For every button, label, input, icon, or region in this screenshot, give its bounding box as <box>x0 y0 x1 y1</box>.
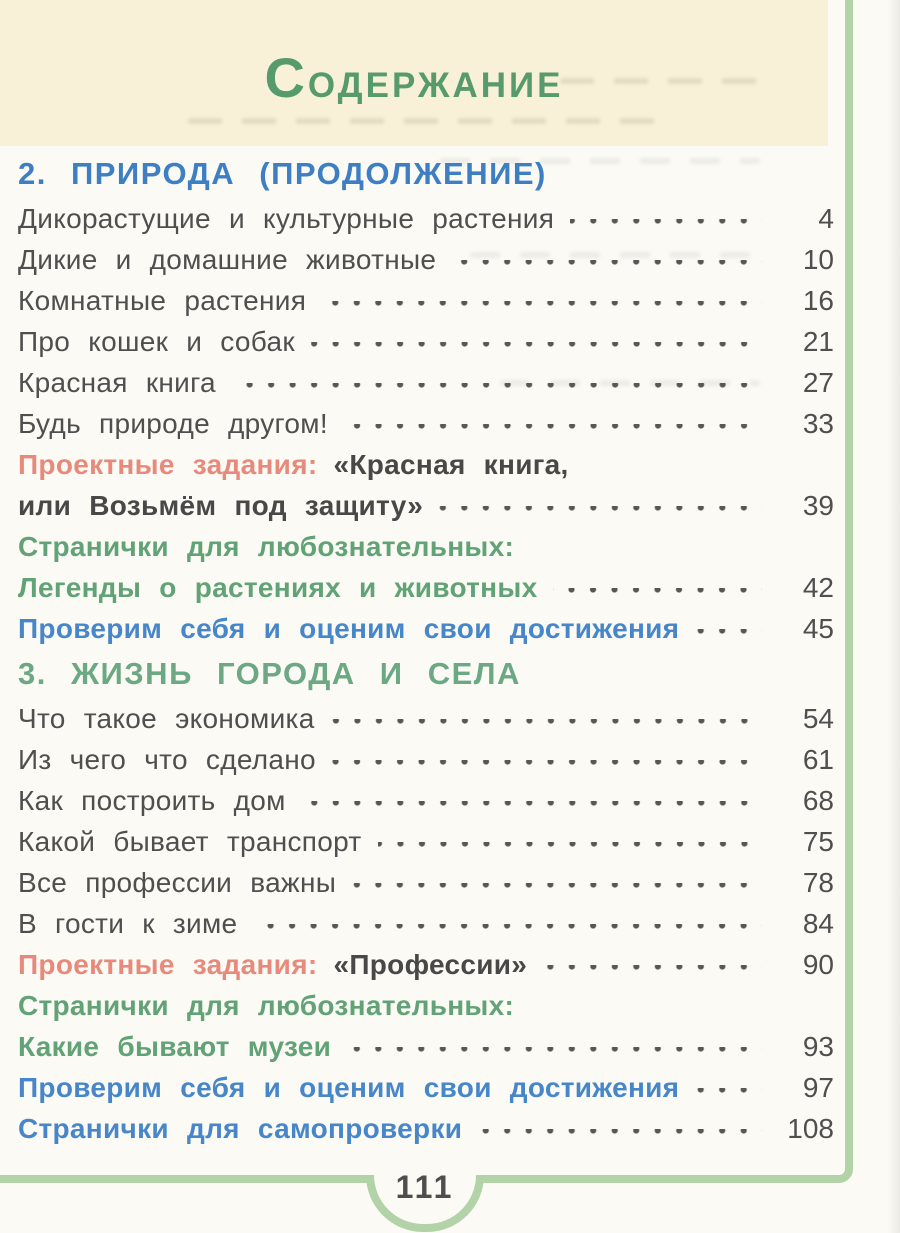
toc-entry: Дикорастущие и культурные растения 4 <box>18 198 834 239</box>
entry-page-number: 78 <box>802 867 834 898</box>
toc-entry: Комнатные растения 16 <box>18 280 834 321</box>
entry-page-number: 54 <box>802 703 834 734</box>
entry-title: В гости к зиме <box>18 908 238 939</box>
toc-entry: Из чего что сделано 61 <box>18 739 834 780</box>
entry-title: или Возьмём под защиту» <box>18 490 424 521</box>
dot-leader <box>330 719 762 728</box>
entry-title: Странички для самопроверки <box>18 1113 463 1144</box>
bleedthrough-artifact <box>188 118 668 124</box>
dot-leader <box>695 629 762 638</box>
entry-page-number: 21 <box>802 326 834 357</box>
toc-entry: Будь природе другом! 33 <box>18 403 834 444</box>
toc-entry: Что такое экономика 54 <box>18 698 834 739</box>
toc-entry: Красная книга 27 <box>18 362 834 403</box>
entry-title: «Красная книга, <box>333 449 569 480</box>
entry-page-number: 75 <box>802 826 834 857</box>
dot-leader <box>347 1047 762 1056</box>
entry-title: Легенды о растениях и животных <box>18 572 538 603</box>
toc-entry-self-check: Проверим себя и оценим свои достижения 4… <box>18 608 834 649</box>
page-title-rest: ОДЕРЖАНИЕ <box>307 66 564 105</box>
section-heading-3: 3. ЖИЗНЬ ГОРОДА И СЕЛА <box>18 655 521 691</box>
entry-title: Что такое экономика <box>18 703 315 734</box>
toc-entry-project: Проектные задания: «Профессии» 90 <box>18 944 834 985</box>
toc-entry-project-line1: Проектные задания: «Красная книга, <box>18 444 834 485</box>
entry-page-number: 27 <box>802 367 834 398</box>
entry-title: «Профессии» <box>333 949 528 980</box>
toc-entry-curious-pages: Какие бывают музеи 93 <box>18 1026 834 1067</box>
section-heading-2: 2. ПРИРОДА (ПРОДОЛЖЕНИЕ) <box>18 155 547 191</box>
entry-title: Какой бывает транспорт <box>18 826 362 857</box>
entry-page-number: 16 <box>802 285 834 316</box>
page-number: 111 <box>395 1169 455 1205</box>
entry-page-number: 108 <box>787 1113 834 1144</box>
dot-leader <box>570 219 762 228</box>
toc-entry: Все профессии важны 78 <box>18 862 834 903</box>
entry-page-number: 90 <box>802 949 834 980</box>
dot-leader <box>377 842 762 851</box>
entry-title: Про кошек и собак <box>18 326 295 357</box>
dot-leader <box>543 965 762 974</box>
toc-entry-curious-pages: Странички для любознательных: <box>18 985 834 1026</box>
entry-page-number: 84 <box>802 908 834 939</box>
entry-title: Комнатные растения <box>18 285 307 316</box>
entry-title: Странички для любознательных: <box>18 990 515 1021</box>
toc-entry-curious-pages: Странички для любознательных: <box>18 526 834 567</box>
dot-leader <box>553 588 762 597</box>
dot-leader <box>439 506 762 515</box>
toc-entry: Про кошек и собак 21 <box>18 321 834 362</box>
entry-title: Какие бывают музеи <box>18 1031 332 1062</box>
bleedthrough-artifact <box>470 252 760 258</box>
entry-title: Проверим себя и оценим свои достижения <box>18 1072 680 1103</box>
entry-page-number: 97 <box>802 1072 834 1103</box>
entry-title: Дикорастущие и культурные растения <box>18 203 555 234</box>
toc-content: 2. ПРИРОДА (ПРОДОЛЖЕНИЕ) Дикорастущие и … <box>18 149 834 1149</box>
entry-page-number: 45 <box>802 613 834 644</box>
dot-leader <box>301 801 762 810</box>
page-border-frame <box>0 0 853 1183</box>
entry-page-number: 33 <box>802 408 834 439</box>
dot-leader <box>343 424 762 433</box>
dot-leader <box>695 1088 762 1097</box>
entry-title: Красная книга <box>18 367 216 398</box>
entry-page-number: 10 <box>802 244 834 275</box>
entry-label-project: Проектные задания: <box>18 449 318 480</box>
entry-title: Все профессии важны <box>18 867 337 898</box>
page-title-initial: С <box>264 46 308 109</box>
toc-entry: В гости к зиме 84 <box>18 903 834 944</box>
entry-title: Дикие и домашние животные <box>18 244 437 275</box>
entry-page-number: 93 <box>802 1031 834 1062</box>
entry-page-number: 61 <box>802 744 834 775</box>
bleedthrough-artifact <box>440 158 760 164</box>
entry-page-number: 68 <box>802 785 834 816</box>
entry-title: Как построить дом <box>18 785 286 816</box>
entry-title: Будь природе другом! <box>18 408 328 439</box>
scan-edge-shadow <box>888 0 900 1233</box>
entry-page-number: 39 <box>802 490 834 521</box>
entry-page-number: 42 <box>802 572 834 603</box>
entry-title: Проверим себя и оценим свои достижения <box>18 613 680 644</box>
dot-leader <box>322 301 762 310</box>
entry-page-number: 4 <box>818 203 834 234</box>
toc-entry: Какой бывает транспорт 75 <box>18 821 834 862</box>
title-band <box>0 0 828 146</box>
dot-leader <box>253 924 762 933</box>
toc-entry: Дикие и домашние животные 10 <box>18 239 834 280</box>
page-title: СОДЕРЖАНИЕ <box>0 48 828 123</box>
toc-entry-self-check: Проверим себя и оценим свои достижения 9… <box>18 1067 834 1108</box>
entry-label-project: Проектные задания: <box>18 949 318 980</box>
dot-leader <box>452 260 762 269</box>
dot-leader <box>231 383 762 392</box>
dot-leader <box>352 883 762 892</box>
dot-leader <box>310 342 762 351</box>
entry-title: Из чего что сделано <box>18 744 316 775</box>
toc-entry-curious-pages: Легенды о растениях и животных 42 <box>18 567 834 608</box>
dot-leader <box>331 760 762 769</box>
toc-entry-project-line2: или Возьмём под защиту» 39 <box>18 485 834 526</box>
toc-entry: Как построить дом 68 <box>18 780 834 821</box>
bleedthrough-artifact <box>560 78 760 84</box>
toc-entry-self-test-pages: Странички для самопроверки 108 <box>18 1108 834 1149</box>
entry-title: Странички для любознательных: <box>18 531 515 562</box>
dot-leader <box>478 1129 762 1138</box>
